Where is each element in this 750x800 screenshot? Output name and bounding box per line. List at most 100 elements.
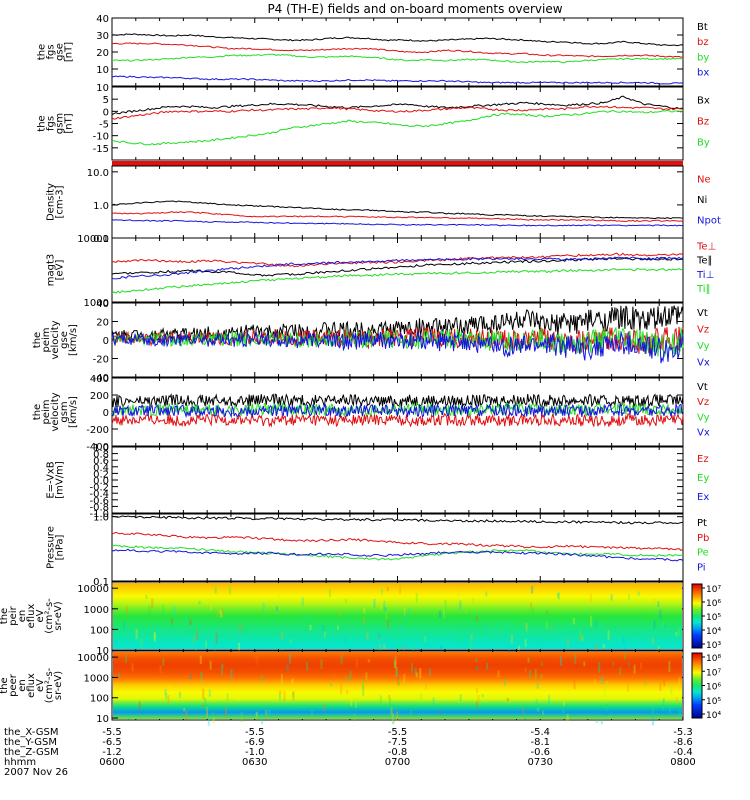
y-tick-label: 10000 xyxy=(77,653,109,664)
spectrogram-texture xyxy=(477,695,480,704)
spectrogram-texture xyxy=(262,602,265,611)
spectrogram-texture xyxy=(159,665,162,673)
legend-entry: Ni xyxy=(697,195,707,206)
spectrogram-texture xyxy=(619,667,622,676)
y-tick-label: 1000 xyxy=(84,673,109,684)
spectrogram-texture xyxy=(530,602,533,610)
spectrogram-texture xyxy=(230,628,233,635)
spectrogram-texture xyxy=(205,707,208,718)
y-axis-label-line: (cm²-s- xyxy=(44,667,55,703)
spectrogram-texture xyxy=(178,692,181,698)
spectrogram-texture xyxy=(659,609,662,620)
spectrogram-texture xyxy=(384,607,387,612)
y-axis-label-line: eflux xyxy=(26,604,37,629)
x-axis-value: -1.0 xyxy=(245,747,265,758)
spectrogram-texture xyxy=(385,610,388,620)
spectrogram-texture xyxy=(212,717,215,724)
legend-entry: Ez xyxy=(697,454,709,465)
y-tick-label: 0 xyxy=(103,408,109,419)
spectrogram-texture xyxy=(309,624,312,631)
legend-entry: Pb xyxy=(697,533,709,544)
y-axis-label-line: magt3 xyxy=(46,254,57,287)
y-tick-label: 0.1 xyxy=(93,577,109,588)
y-axis-label-line: the xyxy=(37,44,48,60)
spectrogram-texture xyxy=(164,689,167,695)
spectrogram-texture xyxy=(395,666,398,677)
y-axis-label: thefgsgsm[nT] xyxy=(37,113,75,134)
y-tick-label: -200 xyxy=(86,425,109,436)
y-tick-label: 10 xyxy=(96,646,109,657)
spectrogram-texture xyxy=(657,601,660,607)
spectrogram-texture xyxy=(543,633,546,639)
spectrogram-texture xyxy=(183,708,186,712)
y-axis-label-line: gsm xyxy=(55,113,66,134)
spectrogram-texture xyxy=(529,670,532,679)
spectrogram-texture xyxy=(220,611,223,618)
spectrogram-texture xyxy=(459,600,462,610)
y-tick-label: -5 xyxy=(99,120,109,131)
spectrogram-texture xyxy=(419,668,422,679)
y-tick-label: 1.0 xyxy=(93,443,109,454)
legend-entry: Bt xyxy=(697,22,708,33)
spectrogram-texture xyxy=(224,706,227,718)
spectrogram-texture xyxy=(388,698,391,707)
spectrogram-texture xyxy=(645,612,648,619)
spectrogram-texture xyxy=(524,667,527,673)
spectrogram-texture xyxy=(167,685,170,693)
panel-pressure: Pressure[nPa] 0.1 1.0 Pt Pb Pe Pi xyxy=(46,513,710,588)
y-axis-label-line: peim xyxy=(41,399,52,424)
spectrogram-texture xyxy=(194,646,197,652)
spectrogram-texture xyxy=(485,591,488,597)
spectrogram-texture xyxy=(635,627,638,634)
spectrogram-texture xyxy=(415,672,418,678)
series-line-pt xyxy=(111,515,684,525)
y-axis-label-line: the xyxy=(0,677,10,693)
y-axis-label: magt3[eV] xyxy=(46,254,66,287)
spectrogram-texture xyxy=(531,607,534,614)
y-tick-label: 0 xyxy=(103,336,109,347)
spectrogram-texture xyxy=(367,659,370,663)
y-tick-label: 40 xyxy=(96,299,109,310)
spectrogram-texture xyxy=(651,715,654,726)
spectrogram-image xyxy=(113,652,682,719)
spectrogram-texture xyxy=(510,634,513,644)
spectrogram-texture xyxy=(545,610,548,617)
y-tick-label: 200 xyxy=(90,391,109,402)
colorbar-tick-label: 10⁴ xyxy=(706,627,721,637)
series-line-npot xyxy=(111,219,683,227)
spectrogram-texture xyxy=(438,712,441,716)
spectrogram-texture xyxy=(410,709,413,716)
y-tick-label: -15 xyxy=(93,144,109,155)
spectrogram-texture xyxy=(627,594,630,601)
spectrogram-texture xyxy=(622,636,625,644)
x-axis-row-label: the_Y-GSM xyxy=(4,737,57,748)
spectrogram-texture xyxy=(240,712,243,723)
series-line-ti- xyxy=(111,256,684,280)
y-axis-label-line: sr-eV) xyxy=(53,671,64,700)
spectrogram-texture xyxy=(324,631,327,638)
y-axis-label-line: the xyxy=(32,332,43,348)
spectrogram-texture xyxy=(588,624,591,632)
spectrogram-texture xyxy=(531,586,534,594)
spectrogram-texture xyxy=(320,659,323,669)
spectrogram-texture xyxy=(379,643,382,650)
spectrogram-texture xyxy=(383,644,386,649)
spectrogram-texture xyxy=(189,674,192,679)
y-tick-label: -1.0 xyxy=(89,509,109,520)
spectrogram-texture xyxy=(148,605,151,616)
x-axis-value: -5.3 xyxy=(673,727,693,738)
spectrogram-texture xyxy=(386,616,389,621)
spectrogram-texture xyxy=(508,644,511,654)
spectrogram-texture xyxy=(209,660,212,670)
y-axis-label-line: [nT] xyxy=(64,42,75,62)
spectrogram-texture xyxy=(386,586,389,592)
spectrogram-texture xyxy=(545,620,548,630)
spectrogram-texture xyxy=(281,646,284,653)
y-tick-label: 100 xyxy=(90,694,109,705)
spectrogram-texture xyxy=(536,682,539,689)
y-tick-label: -0.6 xyxy=(89,496,109,507)
spectrogram-texture xyxy=(607,630,610,641)
spectrogram-texture xyxy=(363,607,366,614)
y-tick-label: 40 xyxy=(96,14,109,25)
spectrogram-texture xyxy=(162,604,165,615)
